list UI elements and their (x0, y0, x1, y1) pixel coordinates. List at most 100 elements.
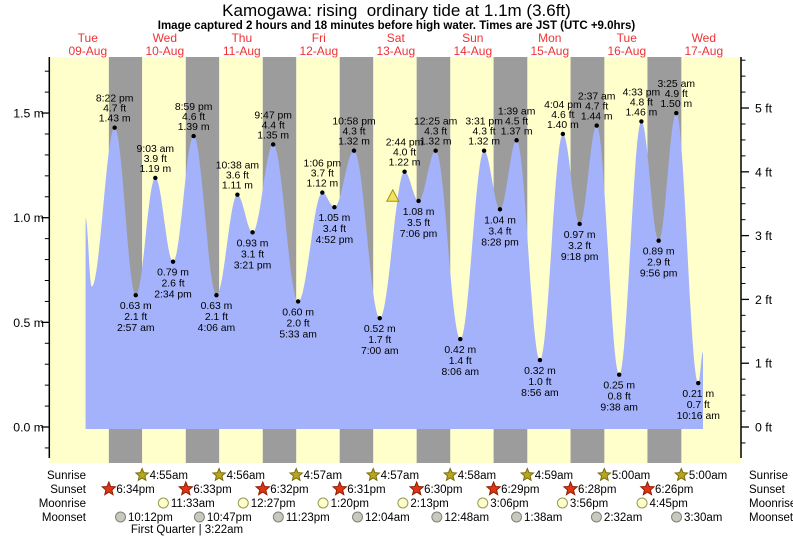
high-tide-label: 4:33 pm (623, 87, 661, 98)
low-tide-label: 0.8 ft (608, 392, 631, 403)
moonset-circle-icon (511, 511, 523, 523)
right-axis-label: 5 ft (755, 102, 773, 116)
left-axis-label: 0.5 m (13, 316, 44, 330)
high-tide-label: 1.46 m (626, 107, 658, 118)
tide-extreme-dot (402, 169, 407, 174)
legend-time-label: 12:27pm (251, 498, 296, 510)
high-tide-label: 1.32 m (468, 137, 500, 148)
high-tide-label: 2:44 pm (386, 138, 424, 149)
right-axis-label: 2 ft (755, 293, 773, 307)
low-tide-label: 10:16 am (677, 411, 720, 422)
sunset-star-icon (485, 480, 502, 496)
legend-time-label: 1:38am (524, 512, 562, 524)
left-axis-label: 1.5 m (13, 107, 44, 121)
legend-row-label-right: Sunset (749, 484, 786, 496)
sunset-star-icon (100, 480, 117, 496)
sunset-star-icon (639, 480, 656, 496)
day-date-label: 15-Aug (530, 44, 569, 58)
sunrise-star-icon (211, 467, 227, 482)
tide-extreme-dot (656, 238, 661, 243)
legend-time-label: 2:32am (604, 512, 642, 524)
high-tide-label: 1.43 m (99, 114, 131, 125)
low-tide-label: 2.1 ft (205, 312, 228, 323)
low-tide-label: 0.63 m (120, 301, 152, 312)
high-tide-label: 3.9 ft (144, 154, 167, 165)
high-tide-label: 1.35 m (257, 130, 289, 141)
legend-time-label: 5:00am (689, 470, 727, 482)
moonrise-circle-icon (237, 497, 249, 509)
high-tide-label: 8:59 pm (175, 102, 213, 113)
high-tide-label: 1:39 am (498, 106, 536, 117)
low-tide-label: 1.08 m (403, 207, 435, 218)
high-tide-label: 3.6 ft (226, 171, 249, 182)
tide-extreme-dot (537, 357, 543, 363)
low-tide-label: 3.2 ft (568, 241, 591, 252)
day-name-label: Mon (538, 31, 561, 45)
tide-extreme-dot (250, 230, 255, 235)
day-name-label: Tue (78, 31, 99, 45)
low-tide-label: 8:28 pm (481, 237, 519, 248)
low-tide-label: 3.4 ft (488, 226, 511, 237)
low-tide-label: 2.9 ft (647, 258, 670, 269)
high-tide-label: 4.6 ft (551, 110, 574, 121)
right-axis-label: 3 ft (755, 229, 773, 243)
high-tide-label: 1.50 m (660, 99, 692, 110)
high-tide-label: 4:04 pm (544, 100, 582, 111)
legend-time-label: 3:06pm (490, 498, 528, 510)
low-tide-label: 7:06 pm (400, 229, 438, 240)
legend-time-label: 10:47pm (207, 512, 252, 524)
high-tide-label: 4.9 ft (665, 89, 688, 100)
legend-time-label: 4:56am (227, 470, 265, 482)
legend-time-label: 6:34pm (116, 484, 154, 496)
low-tide-label: 0.7 ft (687, 400, 710, 411)
day-date-label: 10-Aug (145, 44, 184, 58)
low-tide-label: 0.25 m (603, 381, 635, 392)
low-tide-label: 1.4 ft (449, 356, 472, 367)
high-tide-label: 3.7 ft (311, 169, 334, 180)
moon-phase-label: First Quarter | 3:22am (131, 524, 243, 536)
legend-time-label: 6:28pm (578, 484, 616, 496)
high-tide-label: 4.7 ft (103, 104, 126, 115)
low-tide-label: 1.0 ft (528, 377, 551, 388)
high-tide-label: 1.37 m (501, 126, 533, 137)
low-tide-label: 0.89 m (643, 247, 675, 258)
day-date-label: 14-Aug (453, 44, 492, 58)
sunrise-star-icon (365, 467, 381, 482)
legend-row-label-right: Moonset (749, 512, 793, 524)
high-tide-label: 4.4 ft (262, 120, 285, 131)
sunrise-star-icon (519, 467, 535, 482)
moonset-circle-icon (590, 511, 602, 523)
low-tide-label: 0.60 m (282, 307, 314, 318)
tide-extreme-dot (214, 292, 219, 298)
legend-time-label: 11:33am (171, 498, 215, 510)
high-tide-label: 1.11 m (222, 181, 253, 192)
legend-time-label: 3:56pm (570, 498, 608, 510)
high-tide-label: 9:47 pm (254, 110, 292, 121)
low-tide-label: 4:52 pm (316, 235, 354, 246)
right-axis-label: 4 ft (755, 165, 773, 179)
high-tide-label: 1.12 m (306, 179, 338, 190)
right-axis-label: 0 ft (755, 421, 773, 435)
high-tide-label: 4.6 ft (182, 112, 205, 123)
moonrise-circle-icon (636, 497, 648, 509)
tide-extreme-dot (594, 123, 599, 128)
current-tide-marker-icon (385, 188, 400, 202)
tide-extreme-dot (577, 221, 582, 227)
legend-time-label: 4:57am (381, 470, 419, 482)
sunset-star-icon (177, 480, 194, 496)
tide-extreme-dot (497, 207, 503, 212)
tide-extreme-dot (674, 110, 679, 116)
low-tide-label: 3.4 ft (323, 224, 346, 235)
high-tide-label: 1:06 pm (304, 159, 342, 170)
legend-row-label-right: Sunrise (749, 470, 788, 482)
low-tide-label: 2:57 am (117, 323, 155, 334)
low-tide-label: 1.7 ft (368, 335, 391, 346)
low-tide-label: 0.97 m (564, 230, 596, 241)
sunrise-star-icon (596, 467, 612, 482)
moonrise-circle-icon (317, 497, 329, 509)
low-tide-label: 1.05 m (319, 213, 351, 224)
low-tide-label: 3:21 pm (234, 260, 272, 271)
high-tide-label: 4.3 ft (473, 127, 496, 138)
chart-subtitle: Image captured 2 hours and 18 minutes be… (157, 20, 636, 32)
